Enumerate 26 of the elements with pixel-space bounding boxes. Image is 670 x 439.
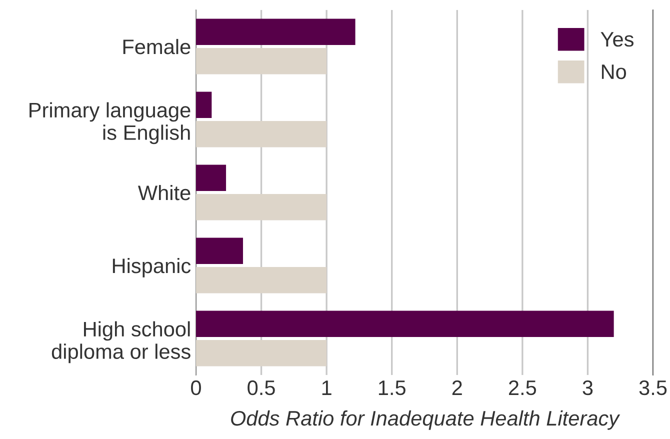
bar: [196, 164, 226, 192]
x-tick-label: 0.5: [248, 380, 275, 396]
bar: [196, 48, 327, 74]
x-tick-label: 3: [582, 380, 593, 396]
x-tick-label: 2: [452, 380, 462, 395]
x-tick-label: 0: [191, 380, 201, 396]
x-tick-label: 2.5: [509, 380, 536, 396]
x-tick-label: 1: [322, 380, 332, 395]
y-tick-label: Hispanic: [112, 258, 191, 278]
bar: [196, 266, 327, 294]
x-axis-title: Odds Ratio for Inadequate Health Literacy: [231, 410, 620, 430]
bar: [196, 340, 327, 366]
bar: [196, 310, 614, 338]
legend-label: No: [602, 64, 626, 80]
bar: [196, 238, 244, 264]
y-tick-label: High school diploma or less: [52, 321, 190, 364]
bar: [196, 92, 212, 118]
x-tick-label: 3.5: [639, 380, 667, 396]
x-tick-label: 1.5: [378, 380, 406, 396]
y-tick-label: Female: [123, 38, 190, 54]
y-tick-label: White: [138, 184, 190, 200]
y-tick-label: Primary language is English: [30, 102, 190, 144]
legend-label: Yes: [600, 32, 634, 47]
bar: [196, 120, 327, 148]
bar: [196, 18, 356, 46]
bar: [196, 194, 327, 220]
